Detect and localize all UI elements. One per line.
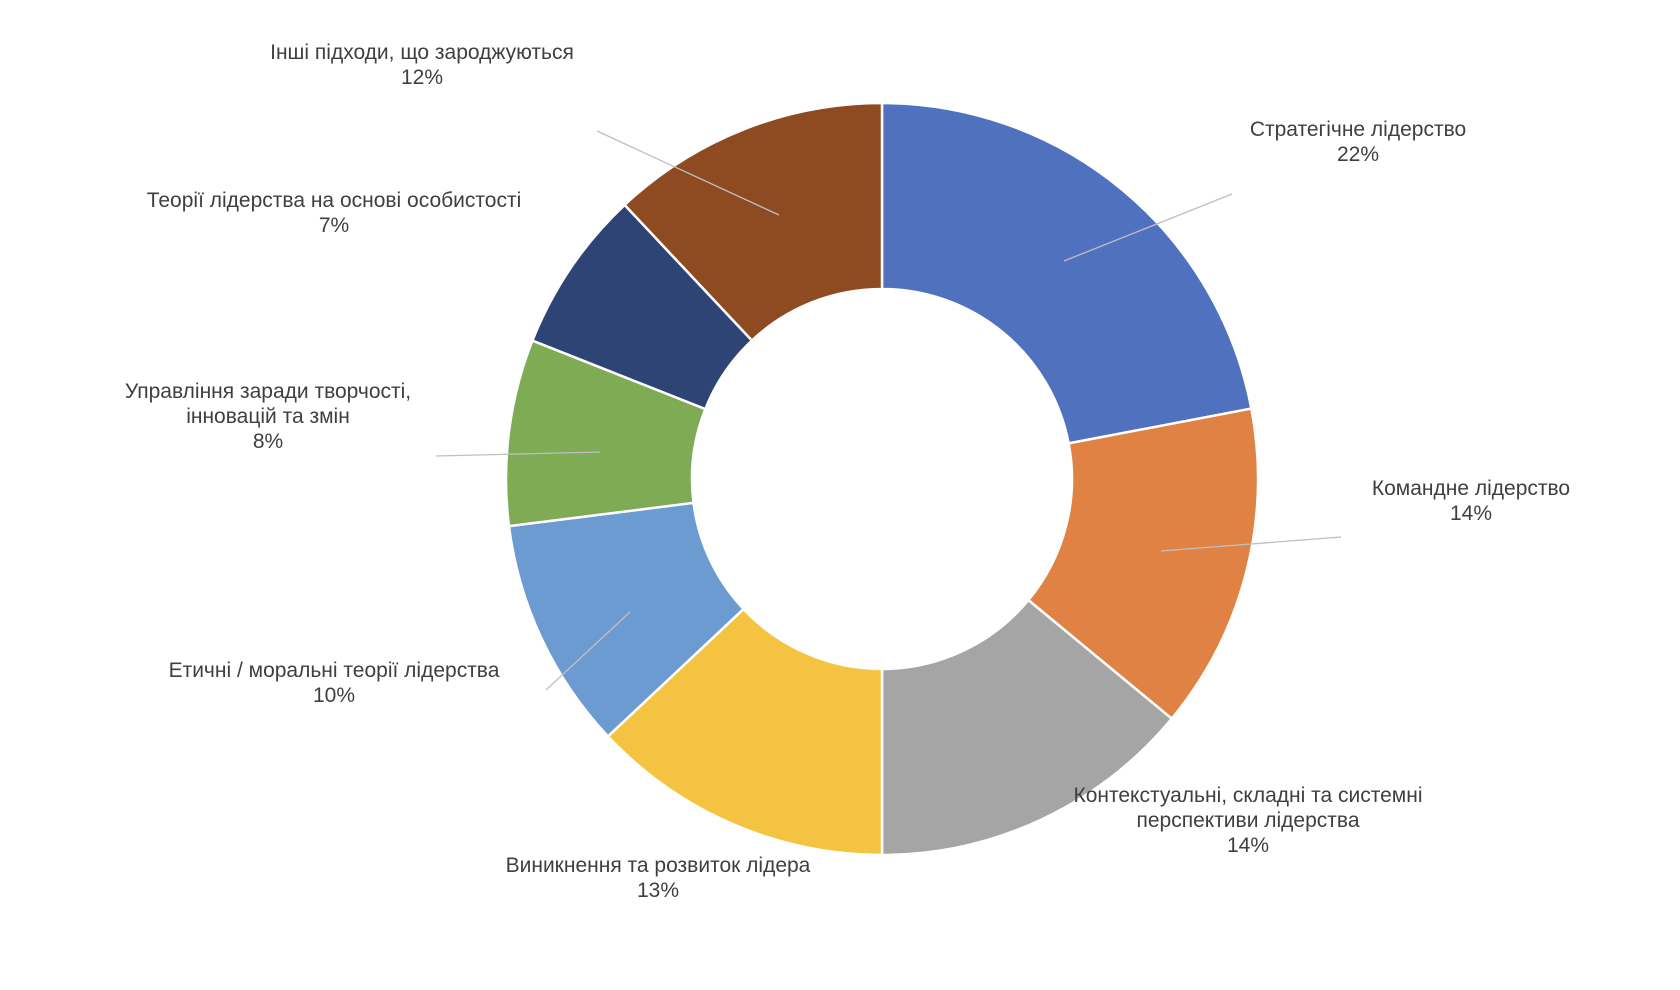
slice-label-4: Виникнення та розвиток лідера 13% — [506, 854, 811, 902]
slice-label-line: Інші підходи, що зароджуються — [270, 41, 574, 64]
slice-2 — [1026, 407, 1260, 721]
slice-label-line: Командне лідерство — [1372, 477, 1570, 500]
leader-lines-group — [435, 130, 1342, 691]
leader-line-6 — [435, 451, 601, 457]
slice-percent-label: 7% — [319, 214, 349, 237]
leader-line-8 — [596, 130, 780, 216]
slice-label-3: Контекстуальні, складні та системні персп… — [1073, 784, 1422, 857]
slice-label-line: Стратегічне лідерство — [1250, 118, 1466, 141]
leader-line-5 — [545, 611, 631, 691]
slice-label-8: Інші підходи, що зароджуються 12% — [270, 41, 574, 89]
slice-label-2: Командне лідерство 14% — [1372, 477, 1570, 525]
slice-4 — [606, 607, 884, 857]
slice-percent-label: 14% — [1450, 502, 1492, 525]
slice-label-7: Теорії лідерства на основі особистості 7% — [147, 189, 522, 237]
slice-label-line: перспективи лідерства — [1136, 809, 1359, 832]
slice-1 — [880, 101, 1253, 445]
slice-percent-label: 22% — [1337, 143, 1379, 166]
slice-label-line: Виникнення та розвиток лідера — [506, 854, 811, 877]
leader-line-2 — [1160, 536, 1342, 552]
slice-percent-label: 10% — [313, 684, 355, 707]
slice-3 — [880, 598, 1174, 857]
slice-label-1: Стратегічне лідерство 22% — [1250, 118, 1466, 166]
slice-label-line: Етичні / моральні теорії лідерства — [169, 659, 500, 682]
slice-percent-label: 13% — [637, 879, 679, 902]
slice-8 — [622, 101, 884, 343]
slice-label-6: Управління заради творчості, інновацій та… — [125, 380, 411, 453]
slice-label-line: Контекстуальні, складні та системні — [1073, 784, 1422, 807]
slice-percent-label: 12% — [401, 66, 443, 89]
labels-group: Стратегічне лідерство 22% Командне лідерст… — [125, 41, 1570, 902]
slice-label-line: інновацій та змін — [186, 405, 350, 428]
slice-label-line: Управління заради творчості, — [125, 380, 411, 403]
slices-group — [504, 101, 1260, 857]
slice-percent-label: 14% — [1227, 834, 1269, 857]
slice-label-line: Теорії лідерства на основі особистості — [147, 189, 522, 212]
slice-label-5: Етичні / моральні теорії лідерства 10% — [169, 659, 500, 707]
slice-percent-label: 8% — [253, 430, 283, 453]
leader-line-1 — [1063, 193, 1233, 262]
